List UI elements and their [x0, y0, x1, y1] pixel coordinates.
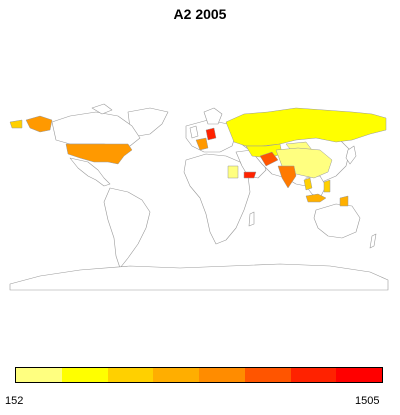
legend-swatch [244, 368, 291, 382]
map-title: A2 2005 [173, 6, 227, 22]
afghanistan [259, 151, 279, 167]
usa [65, 143, 133, 165]
australia [313, 203, 361, 239]
color-legend-bar [15, 367, 383, 383]
france [195, 137, 209, 151]
thailand [303, 177, 313, 191]
mexico [69, 157, 111, 187]
africa [183, 153, 251, 245]
germany [205, 127, 217, 141]
indonesia [305, 193, 327, 203]
legend-swatch [290, 368, 337, 382]
japan [345, 145, 357, 165]
legend-swatch [107, 368, 154, 382]
legend-max-label: 1505 [355, 395, 380, 407]
canada-patch [9, 119, 23, 129]
india [277, 165, 297, 189]
canada [51, 111, 141, 147]
world-map [9, 103, 389, 291]
antarctica [9, 263, 389, 291]
uk [189, 125, 199, 139]
legend-swatch [61, 368, 108, 382]
yemen [243, 171, 257, 179]
legend-swatch [336, 368, 382, 382]
madagascar [248, 211, 255, 227]
legend-min-label: 152 [5, 395, 24, 407]
sudan [227, 165, 239, 179]
south-america [103, 187, 151, 269]
legend-swatch [199, 368, 245, 382]
legend-swatch [153, 368, 199, 382]
papua [339, 195, 349, 207]
new-zealand [369, 233, 377, 249]
arctic-islands [91, 103, 113, 115]
alaska [25, 115, 53, 133]
philippines [323, 179, 331, 193]
scandinavia [203, 107, 223, 125]
legend-swatch [16, 368, 62, 382]
